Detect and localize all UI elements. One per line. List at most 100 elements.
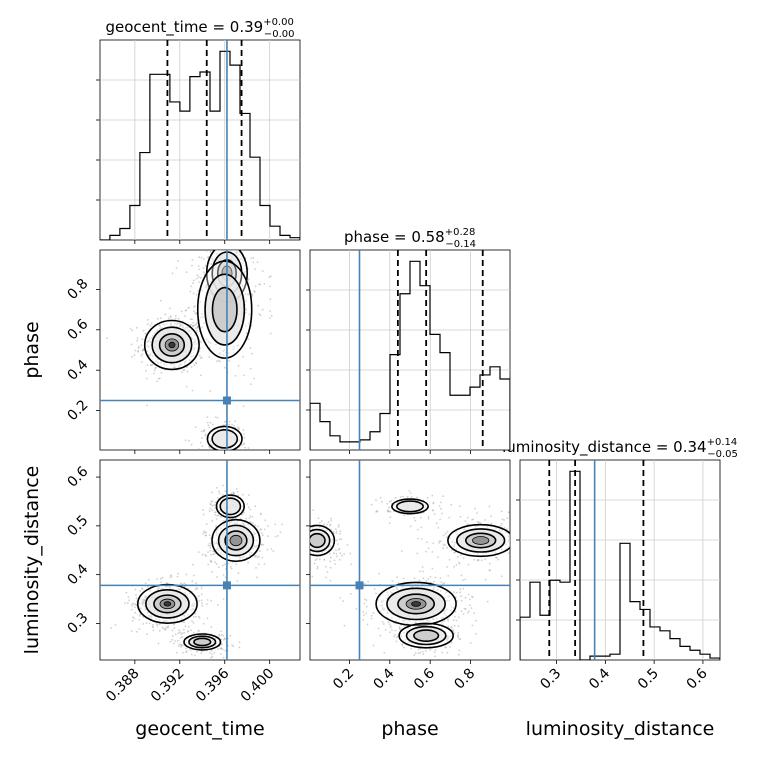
sample-point — [444, 532, 447, 535]
sample-point — [169, 307, 171, 310]
sample-point — [243, 433, 246, 435]
sample-point — [214, 514, 217, 516]
sample-point — [303, 527, 305, 529]
sample-point — [208, 510, 211, 512]
sample-point — [193, 364, 196, 367]
sample-point — [142, 616, 145, 618]
sample-point — [190, 323, 193, 326]
sample-point — [198, 616, 201, 619]
sample-point — [460, 599, 463, 602]
sample-point — [310, 555, 311, 557]
sample-point — [191, 620, 193, 622]
sample-point — [234, 521, 237, 524]
sample-point — [432, 542, 435, 545]
sample-point — [214, 416, 217, 418]
sample-point — [379, 496, 382, 499]
sample-point — [215, 531, 218, 534]
panel-joint-luminosity_distance_vs_phase — [301, 459, 518, 664]
density-contour — [219, 497, 242, 516]
sample-point — [141, 604, 144, 606]
sample-point — [516, 545, 518, 547]
sample-point — [203, 430, 205, 433]
sample-point — [457, 616, 460, 619]
sample-point — [210, 553, 213, 556]
sample-point — [454, 610, 457, 613]
sample-point — [236, 580, 239, 582]
sample-point — [406, 622, 409, 624]
sample-point — [192, 616, 195, 618]
sample-point — [242, 260, 245, 262]
sample-point — [178, 643, 181, 646]
sample-point — [416, 496, 418, 499]
sample-point — [420, 516, 422, 519]
sample-point — [244, 524, 247, 527]
sample-point — [331, 540, 334, 543]
sample-point — [400, 635, 403, 638]
sample-point — [506, 517, 509, 519]
sample-point — [145, 622, 148, 624]
sample-point — [417, 528, 419, 531]
sample-point — [269, 317, 271, 319]
sample-point — [216, 487, 218, 489]
sample-point — [194, 588, 197, 591]
sample-point — [307, 542, 309, 544]
sample-point — [379, 610, 382, 612]
sample-point — [219, 449, 221, 450]
sample-point — [397, 588, 399, 591]
sample-point — [150, 337, 153, 339]
sample-point — [180, 636, 182, 639]
sample-point — [218, 509, 221, 512]
joint-content — [100, 241, 300, 450]
sample-point — [125, 591, 128, 594]
sample-point — [365, 599, 368, 601]
sample-point — [443, 613, 446, 615]
sample-point — [395, 586, 398, 589]
sample-point — [319, 521, 321, 524]
sample-point — [427, 578, 430, 580]
sample-point — [447, 595, 450, 598]
sample-point — [205, 284, 208, 286]
sample-point — [386, 612, 389, 614]
sample-point — [146, 350, 149, 353]
sample-point — [141, 353, 144, 355]
sample-point — [366, 623, 369, 626]
sample-point — [229, 246, 231, 248]
sample-point — [202, 315, 204, 318]
sample-point — [185, 647, 187, 650]
sample-point — [171, 629, 174, 632]
sample-point — [453, 545, 456, 548]
sample-point — [442, 495, 445, 498]
sample-point — [178, 365, 180, 368]
sample-point — [217, 528, 220, 531]
x-tick-label-geocent_time: 0.388 — [103, 666, 143, 706]
sample-point — [301, 547, 303, 549]
sample-point — [306, 545, 308, 547]
sample-point — [245, 309, 248, 312]
sample-point — [160, 587, 163, 590]
sample-point — [217, 514, 220, 517]
sample-point — [203, 271, 205, 274]
sample-point — [160, 327, 162, 329]
sample-point — [431, 567, 434, 570]
sample-point — [199, 241, 201, 243]
sample-point — [238, 246, 240, 248]
sample-point — [475, 619, 477, 622]
sample-point — [210, 650, 213, 652]
sample-point — [393, 635, 395, 638]
density-contour — [211, 429, 239, 449]
sample-point — [307, 537, 309, 539]
sample-point — [249, 515, 252, 517]
sample-point — [512, 523, 514, 525]
sample-point — [370, 503, 373, 506]
sample-point — [474, 525, 477, 528]
sample-point — [259, 529, 262, 531]
sample-point — [220, 647, 223, 650]
sample-point — [247, 338, 250, 341]
sample-point — [190, 264, 193, 267]
sample-point — [212, 553, 215, 556]
density-contour — [396, 500, 424, 513]
sample-point — [455, 619, 458, 622]
sample-point — [207, 424, 210, 426]
sample-point — [238, 646, 241, 649]
sample-point — [384, 629, 387, 631]
